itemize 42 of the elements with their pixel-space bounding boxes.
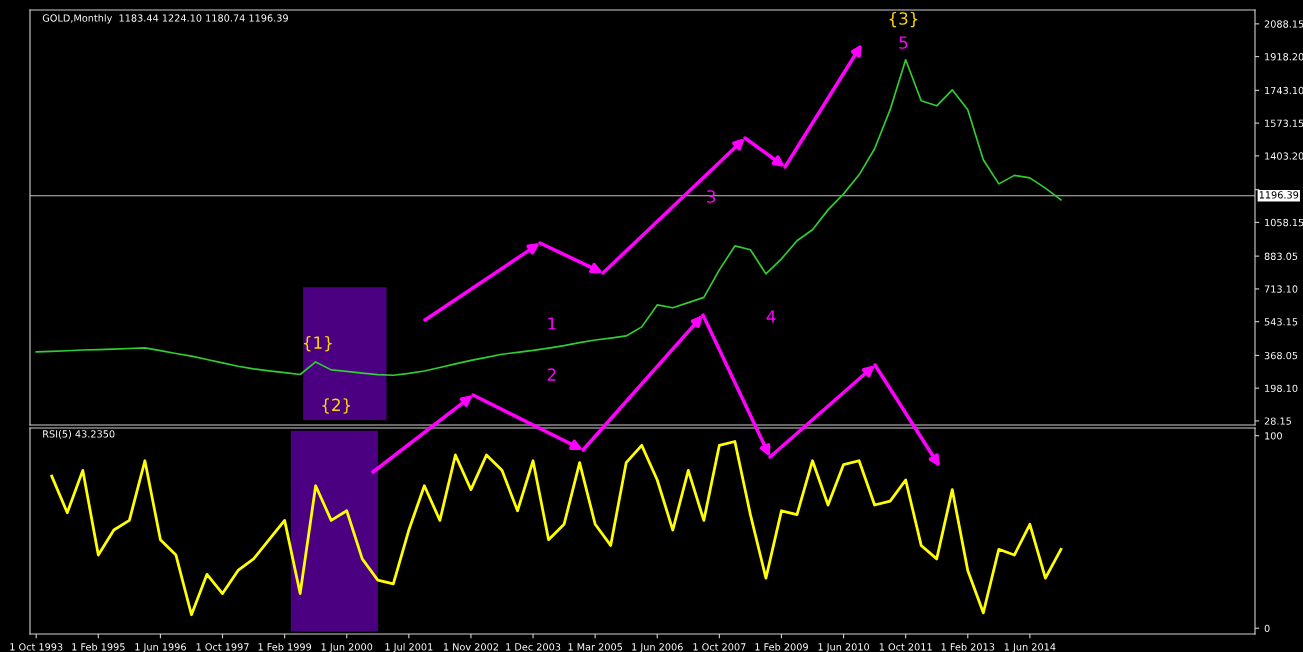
line-series (50, 440, 1063, 617)
y-tick-label: 883.05 (1264, 252, 1298, 260)
x-tick-label: 1 Oct 2007 (693, 643, 746, 651)
annotation: 1 (548, 317, 556, 330)
x-tick-label: 1 Jun 2006 (632, 643, 683, 652)
y-tick-label: 368.05 (1264, 351, 1298, 360)
x-tick-label: 1 Nov 2002 (443, 643, 499, 651)
annotation: {3} (889, 11, 918, 28)
x-tick-label: 1 Feb 2009 (755, 643, 808, 651)
annotation: 5 (899, 36, 908, 49)
x-tick-label: 1 Feb 1999 (258, 643, 312, 651)
x-tick-label: 1 Jun 1996 (135, 643, 186, 652)
x-tick-label: 1 Oct 1993 (10, 643, 63, 651)
x-tick-label: 1 Feb 2013 (941, 643, 995, 651)
y-tick-label: 1743.10 (1265, 86, 1303, 95)
annotation: {1} (304, 336, 332, 352)
chart-title: GOLD,Monthly 1183.44 1224.10 1180.74 1196.39 (42, 14, 288, 24)
y-tick-label: 1918.20 (1265, 53, 1303, 61)
ref-line-label: 1196.39 (1259, 191, 1299, 199)
annotation: {2} (322, 398, 351, 414)
y-tick-label: 28.15 (1264, 417, 1292, 425)
y-tick-label: 1403.20 (1265, 152, 1303, 160)
annotation: 2 (547, 368, 556, 381)
x-tick-label: 1 Jul 2001 (385, 643, 433, 652)
x-tick-label: 1 Dec 2003 (506, 643, 561, 651)
y-tick-label: 713.10 (1264, 285, 1298, 293)
y-tick-label: 1058.15 (1265, 218, 1303, 227)
x-tick-label: 1 Jun 2000 (321, 643, 373, 652)
chart-title: RSI(5) 43.2350 (43, 430, 115, 439)
y-tick-label: 2088.15 (1264, 20, 1303, 28)
y-tick-label: 543.15 (1264, 318, 1298, 326)
x-tick-label: 1 Oct 2011 (879, 643, 932, 651)
y-tick-label: 1573.15 (1265, 119, 1303, 127)
x-tick-label: 1 Jun 2014 (1004, 643, 1056, 652)
x-tick-label: 1 Jun 2010 (818, 643, 870, 652)
x-tick-label: 1 Oct 1997 (196, 643, 249, 651)
y-tick-label: 100 (1265, 432, 1282, 440)
annotation: 4 (766, 310, 776, 323)
x-tick-label: 1 Mar 2005 (568, 643, 623, 651)
x-tick-label: 1 Feb 1995 (72, 643, 125, 651)
y-tick-label: 198.10 (1265, 384, 1298, 392)
y-tick-label: 0 (1264, 624, 1270, 633)
